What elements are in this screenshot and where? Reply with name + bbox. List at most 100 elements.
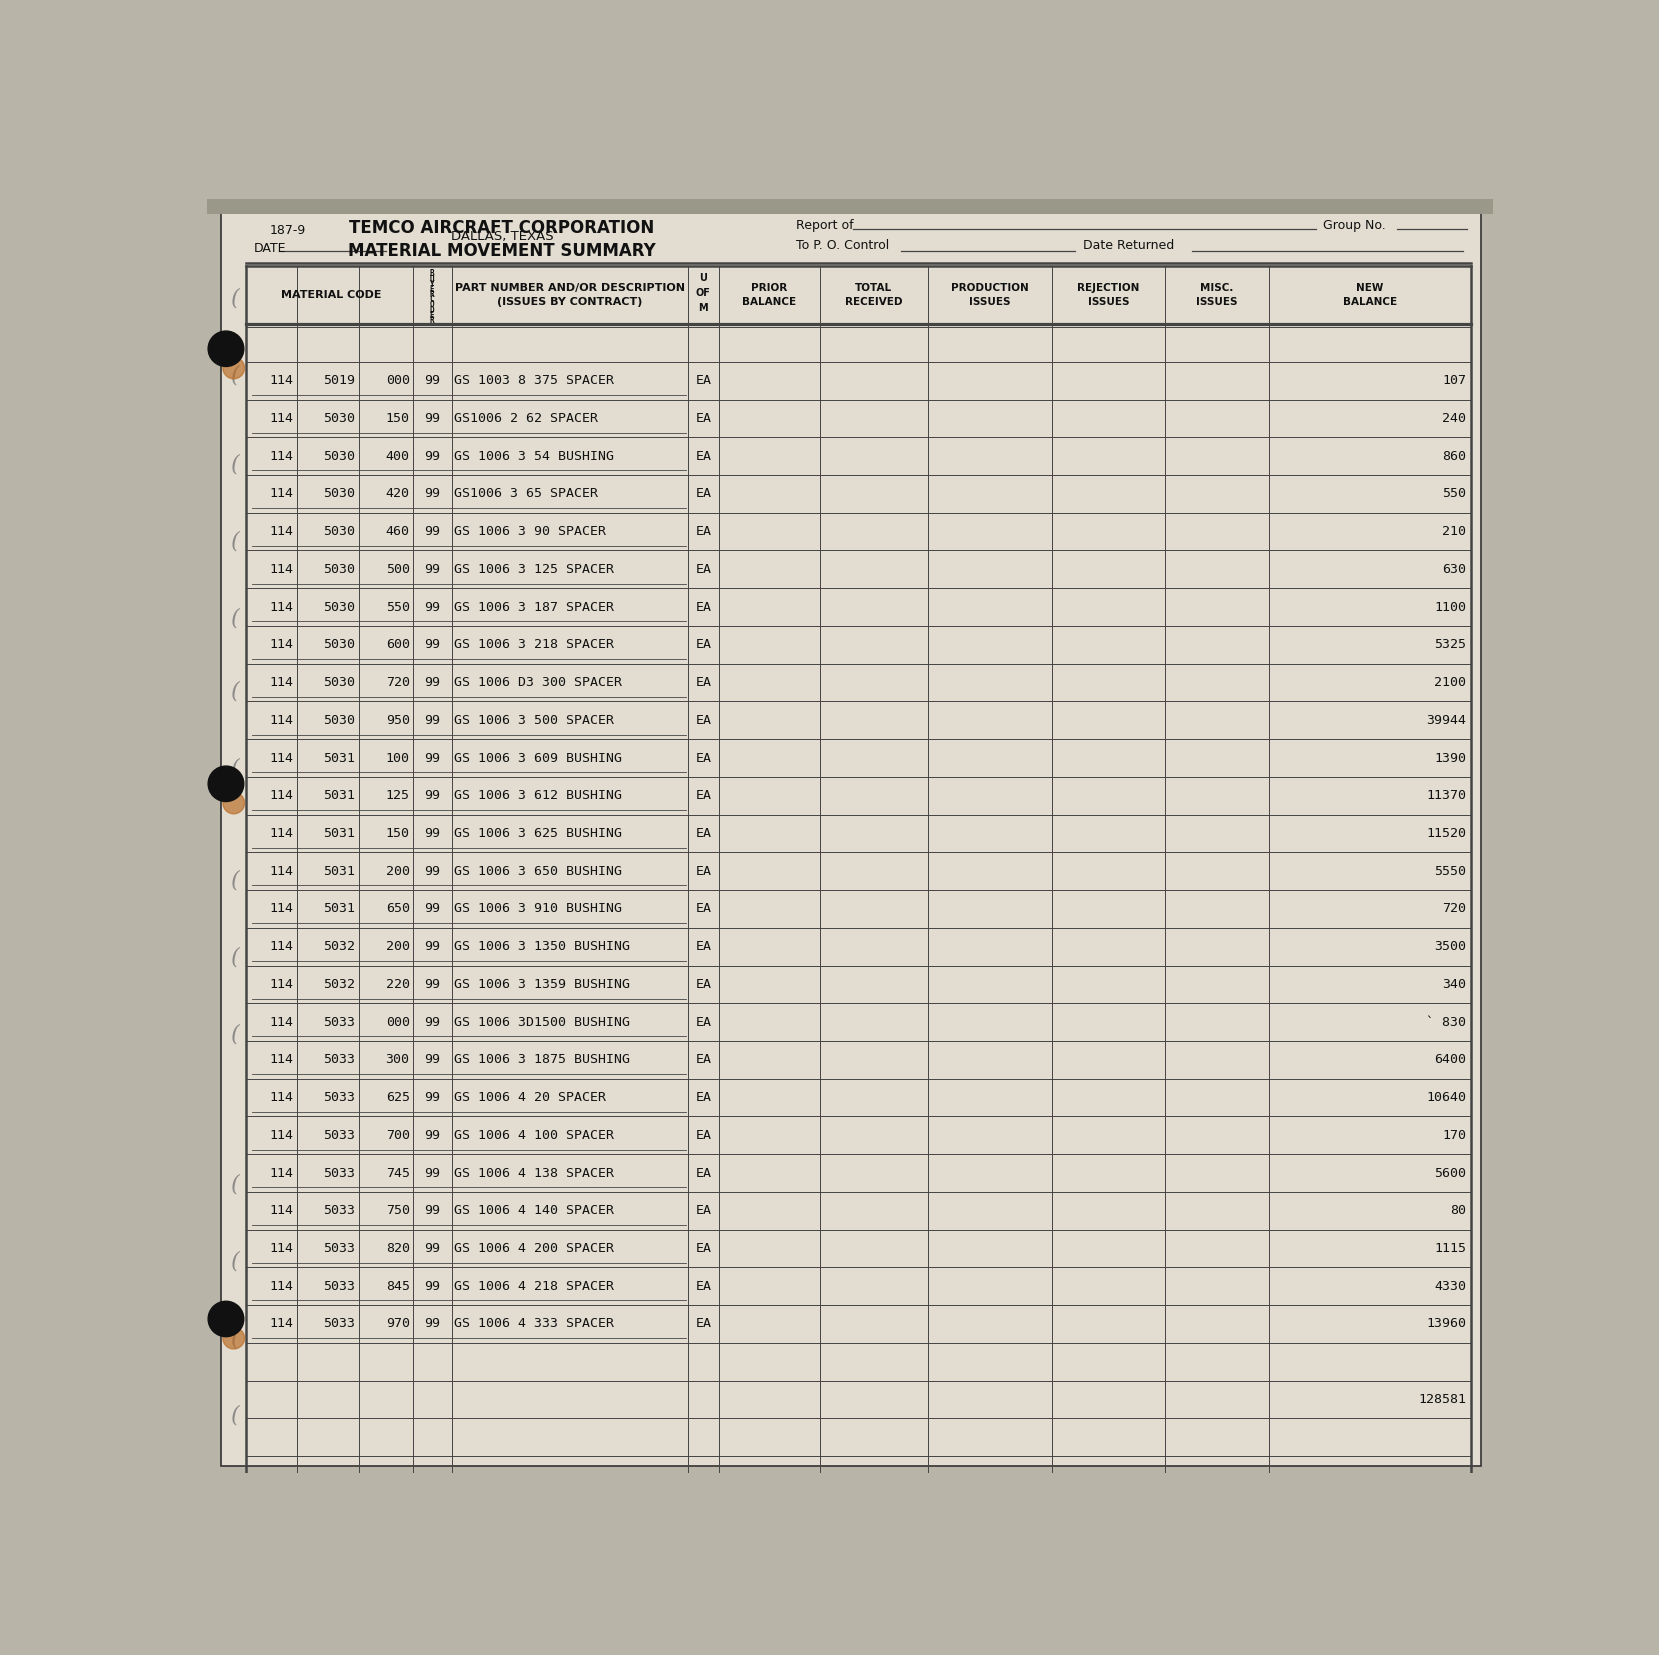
Text: GS 1006 D3 300 SPACER: GS 1006 D3 300 SPACER xyxy=(455,675,622,688)
Text: 700: 700 xyxy=(385,1129,410,1142)
Text: 745: 745 xyxy=(385,1167,410,1180)
Text: GS 1006 3 500 SPACER: GS 1006 3 500 SPACER xyxy=(455,713,614,727)
Text: 99: 99 xyxy=(425,902,440,915)
Text: 99: 99 xyxy=(425,1241,440,1254)
Circle shape xyxy=(222,357,244,379)
Text: 11520: 11520 xyxy=(1427,828,1467,841)
Text: 5030: 5030 xyxy=(324,601,355,614)
Text: GS 1003 8 375 SPACER: GS 1003 8 375 SPACER xyxy=(455,374,614,387)
Text: 99: 99 xyxy=(425,1205,440,1218)
Text: 5031: 5031 xyxy=(324,828,355,841)
Text: 1390: 1390 xyxy=(1433,751,1467,765)
Text: 5033: 5033 xyxy=(324,1317,355,1331)
Text: 99: 99 xyxy=(425,487,440,500)
Text: 114: 114 xyxy=(269,751,294,765)
Text: EA: EA xyxy=(695,1279,712,1293)
Text: 150: 150 xyxy=(385,412,410,425)
Text: EA: EA xyxy=(695,940,712,953)
Text: EA: EA xyxy=(695,601,712,614)
Text: GS 1006 3 1350 BUSHING: GS 1006 3 1350 BUSHING xyxy=(455,940,630,953)
Text: EA: EA xyxy=(695,450,712,463)
Text: EA: EA xyxy=(695,789,712,803)
Text: 99: 99 xyxy=(425,601,440,614)
Text: (ISSUES BY CONTRACT): (ISSUES BY CONTRACT) xyxy=(498,298,642,308)
Text: DATE: DATE xyxy=(254,242,287,255)
Text: 5030: 5030 xyxy=(324,450,355,463)
Text: 5032: 5032 xyxy=(324,940,355,953)
Text: GS 1006 4 218 SPACER: GS 1006 4 218 SPACER xyxy=(455,1279,614,1293)
Text: MISC.: MISC. xyxy=(1199,283,1234,293)
Text: TOTAL: TOTAL xyxy=(856,283,893,293)
Text: 114: 114 xyxy=(269,789,294,803)
Text: 720: 720 xyxy=(385,675,410,688)
Circle shape xyxy=(222,793,244,814)
Text: 99: 99 xyxy=(425,978,440,991)
Text: 5325: 5325 xyxy=(1433,639,1467,652)
Text: 114: 114 xyxy=(269,902,294,915)
Text: EA: EA xyxy=(695,1129,712,1142)
Text: 10640: 10640 xyxy=(1427,1091,1467,1104)
Text: EA: EA xyxy=(695,1205,712,1218)
Text: 99: 99 xyxy=(425,1053,440,1066)
Text: 630: 630 xyxy=(1442,563,1467,576)
Text: 99: 99 xyxy=(425,1016,440,1029)
Text: 114: 114 xyxy=(269,864,294,877)
Text: TEMCO AIRCRAFT CORPORATION: TEMCO AIRCRAFT CORPORATION xyxy=(350,218,655,237)
Text: 99: 99 xyxy=(425,412,440,425)
Text: (: ( xyxy=(231,364,239,387)
Text: 99: 99 xyxy=(425,450,440,463)
Text: GS 1006 3D1500 BUSHING: GS 1006 3D1500 BUSHING xyxy=(455,1016,630,1029)
Text: U: U xyxy=(700,273,707,283)
Text: 500: 500 xyxy=(385,563,410,576)
Text: EA: EA xyxy=(695,525,712,538)
Text: GS 1006 4 140 SPACER: GS 1006 4 140 SPACER xyxy=(455,1205,614,1218)
Text: (: ( xyxy=(231,1023,239,1044)
Text: 114: 114 xyxy=(269,525,294,538)
Text: 187-9: 187-9 xyxy=(269,223,305,237)
Text: R: R xyxy=(430,290,435,300)
Text: ISSUES: ISSUES xyxy=(1196,298,1238,308)
Text: 625: 625 xyxy=(385,1091,410,1104)
Text: 114: 114 xyxy=(269,978,294,991)
Text: 114: 114 xyxy=(269,412,294,425)
Text: GS 1006 3 1875 BUSHING: GS 1006 3 1875 BUSHING xyxy=(455,1053,630,1066)
Text: GS 1006 4 100 SPACER: GS 1006 4 100 SPACER xyxy=(455,1129,614,1142)
Text: GS 1006 3 612 BUSHING: GS 1006 3 612 BUSHING xyxy=(455,789,622,803)
Text: 5033: 5033 xyxy=(324,1167,355,1180)
Text: U: U xyxy=(430,275,435,283)
Text: 5033: 5033 xyxy=(324,1279,355,1293)
Text: 170: 170 xyxy=(1442,1129,1467,1142)
Text: 5030: 5030 xyxy=(324,713,355,727)
Text: GS 1006 4 200 SPACER: GS 1006 4 200 SPACER xyxy=(455,1241,614,1254)
Bar xyxy=(207,199,1493,213)
Text: 460: 460 xyxy=(385,525,410,538)
Text: 99: 99 xyxy=(425,1317,440,1331)
Text: 99: 99 xyxy=(425,525,440,538)
Text: (: ( xyxy=(231,1403,239,1427)
Text: E: E xyxy=(430,311,435,319)
Text: 99: 99 xyxy=(425,1167,440,1180)
Text: 5033: 5033 xyxy=(324,1241,355,1254)
Text: R: R xyxy=(430,316,435,324)
Text: 750: 750 xyxy=(385,1205,410,1218)
Circle shape xyxy=(207,1301,244,1337)
Text: EA: EA xyxy=(695,412,712,425)
Text: 1115: 1115 xyxy=(1433,1241,1467,1254)
Text: (: ( xyxy=(231,758,239,780)
Text: 99: 99 xyxy=(425,789,440,803)
Text: GS 1006 3 90 SPACER: GS 1006 3 90 SPACER xyxy=(455,525,606,538)
Text: (: ( xyxy=(231,453,239,475)
Circle shape xyxy=(207,331,244,366)
Text: C: C xyxy=(430,295,435,305)
Text: 1100: 1100 xyxy=(1433,601,1467,614)
Text: 99: 99 xyxy=(425,828,440,841)
Text: 114: 114 xyxy=(269,601,294,614)
Text: (: ( xyxy=(231,680,239,702)
Text: 114: 114 xyxy=(269,1317,294,1331)
Text: Date Returned: Date Returned xyxy=(1083,238,1175,252)
Text: 200: 200 xyxy=(385,940,410,953)
Text: PRODUCTION: PRODUCTION xyxy=(951,283,1029,293)
Text: E: E xyxy=(430,285,435,295)
Text: ISSUES: ISSUES xyxy=(1088,298,1130,308)
Text: (: ( xyxy=(231,607,239,629)
